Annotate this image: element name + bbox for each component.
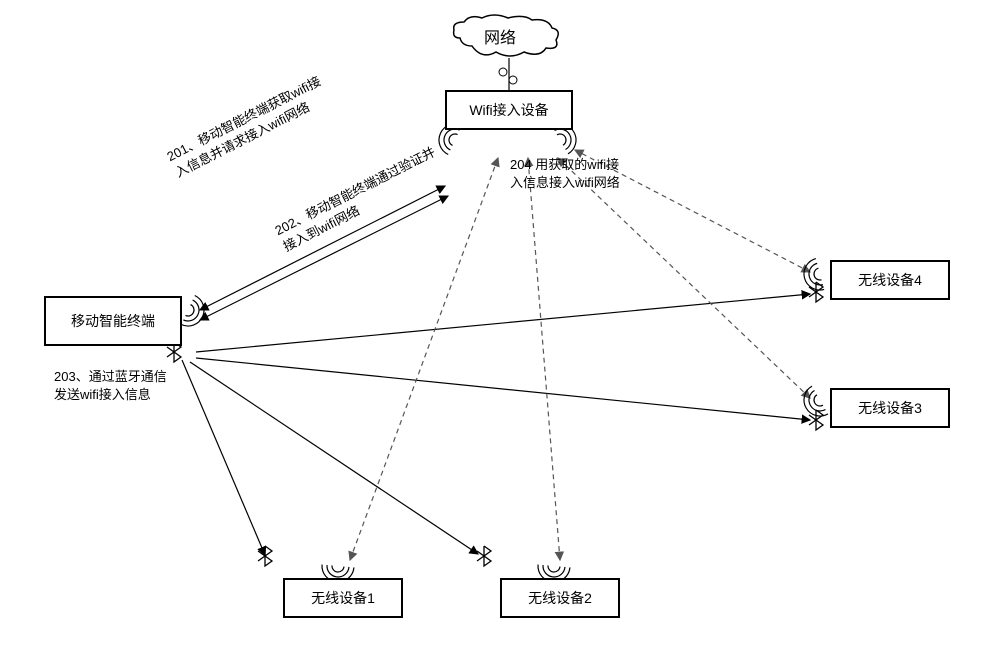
node-dev4: 无线设备4 bbox=[830, 260, 950, 300]
label-202: 202、移动智能终端通过验证并 接入到wifi网络 bbox=[272, 143, 446, 255]
node-dev2: 无线设备2 bbox=[500, 578, 620, 618]
label-201: 201、移动智能终端获取wifi接 入信息并请求接入wifi网络 bbox=[164, 73, 332, 182]
label-203: 203、通过蓝牙通信 发送wifi接入信息 bbox=[54, 368, 167, 403]
cloud-label: 网络 bbox=[484, 24, 516, 48]
label-204: 204 用获取的wifi接 入信息接入wifi网络 bbox=[510, 156, 620, 191]
node-terminal: 移动智能终端 bbox=[44, 296, 182, 346]
node-dev3: 无线设备3 bbox=[830, 388, 950, 428]
node-dev1: 无线设备1 bbox=[283, 578, 403, 618]
node-wifi-ap: Wifi接入设备 bbox=[445, 90, 573, 130]
